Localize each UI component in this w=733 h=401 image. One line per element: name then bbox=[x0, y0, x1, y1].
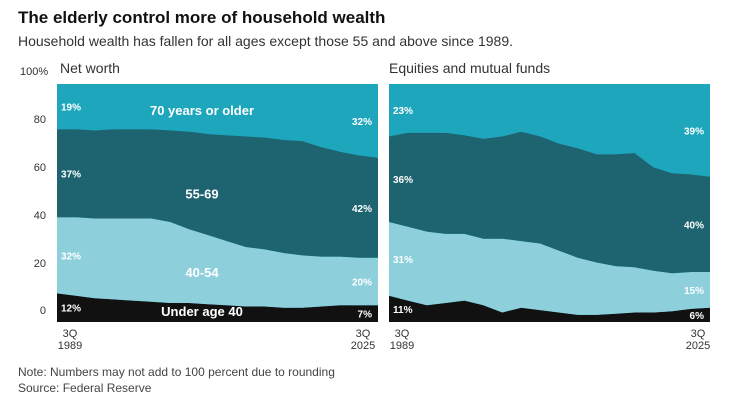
series-label-70-plus: 70 years or older bbox=[150, 103, 254, 118]
x-tick-quarter: 3Q bbox=[62, 328, 78, 340]
y-tick-0: 0 bbox=[39, 305, 46, 317]
x-tick-year: 1989 bbox=[389, 340, 415, 352]
net-worth-chart: 12% 7% 32% 20% 37% 42% 19% 32% 70 years or older… bbox=[57, 84, 378, 322]
pct-label-70-plus-end: 32% bbox=[352, 117, 372, 128]
x-tick-right-end: 3Q 2025 bbox=[678, 328, 718, 352]
pct-label-70-plus-start: 19% bbox=[61, 103, 81, 114]
panel-title-equities: Equities and mutual funds bbox=[389, 60, 551, 76]
y-tick-60: 60 bbox=[33, 162, 46, 174]
pct-label-55-69-start: 37% bbox=[61, 169, 81, 180]
series-label-55-69: 55-69 bbox=[185, 186, 218, 201]
y-tick-20: 20 bbox=[33, 258, 46, 270]
series-label-under-40: Under age 40 bbox=[161, 304, 243, 319]
chart-title: The elderly control more of household we… bbox=[18, 8, 386, 27]
pct-label-under-40-start: 12% bbox=[61, 304, 81, 315]
pct-label-55-69-end: 40% bbox=[684, 220, 704, 231]
x-tick-year: 1989 bbox=[57, 340, 83, 352]
pct-label-70-plus-start: 23% bbox=[393, 106, 413, 117]
pct-label-55-69-start: 36% bbox=[393, 175, 413, 186]
chart-subtitle: Household wealth has fallen for all ages… bbox=[18, 33, 514, 49]
footnote: Note: Numbers may not add to 100 percent… bbox=[18, 365, 335, 379]
y-tick-40: 40 bbox=[33, 210, 46, 222]
area-70-plus bbox=[389, 84, 710, 177]
area-under-40 bbox=[57, 293, 378, 322]
x-tick-left-end: 3Q 2025 bbox=[343, 328, 383, 352]
area-under-40 bbox=[389, 295, 710, 322]
y-tick-100: 100% bbox=[20, 66, 49, 78]
pct-label-40-54-start: 32% bbox=[61, 251, 81, 262]
area-70-plus bbox=[57, 84, 378, 158]
x-tick-left-start: 3Q 1989 bbox=[50, 328, 90, 352]
pct-label-55-69-end: 42% bbox=[352, 204, 372, 215]
x-tick-quarter: 3Q bbox=[355, 328, 371, 340]
area-55-69 bbox=[57, 129, 378, 258]
x-tick-year: 2025 bbox=[350, 340, 376, 352]
pct-label-40-54-start: 31% bbox=[393, 255, 413, 266]
pct-label-under-40-end: 7% bbox=[358, 310, 373, 321]
area-40-54 bbox=[57, 217, 378, 308]
x-tick-year: 2025 bbox=[685, 340, 711, 352]
area-55-69 bbox=[389, 131, 710, 274]
y-tick-80: 80 bbox=[33, 114, 46, 126]
pct-label-40-54-end: 15% bbox=[684, 286, 704, 297]
series-label-40-54: 40-54 bbox=[185, 265, 219, 280]
x-tick-quarter: 3Q bbox=[690, 328, 706, 340]
pct-label-40-54-end: 20% bbox=[352, 278, 372, 289]
pct-label-under-40-end: 6% bbox=[690, 311, 705, 322]
x-tick-right-start: 3Q 1989 bbox=[382, 328, 422, 352]
panel-title-net-worth: Net worth bbox=[60, 60, 120, 76]
x-tick-quarter: 3Q bbox=[394, 328, 410, 340]
area-40-54 bbox=[389, 222, 710, 315]
pct-label-under-40-start: 11% bbox=[393, 305, 413, 316]
equities-chart: 11% 6% 31% 15% 36% 40% 23% 39% bbox=[389, 84, 710, 322]
source: Source: Federal Reserve bbox=[18, 381, 152, 395]
pct-label-70-plus-end: 39% bbox=[684, 126, 704, 137]
